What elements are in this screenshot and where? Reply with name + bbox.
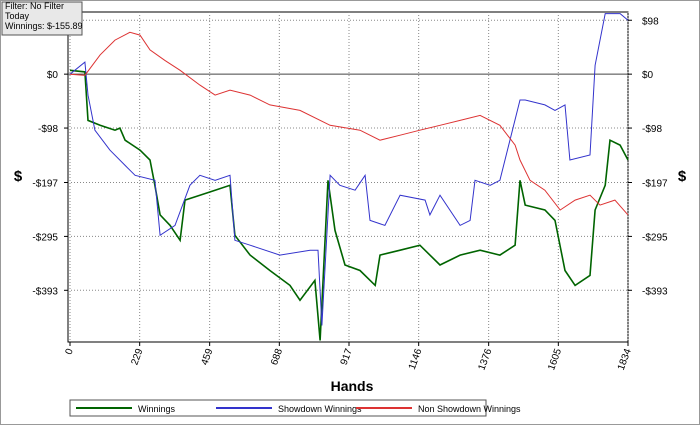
y-axis-label-right: $ — [678, 168, 687, 185]
y-tick-label-right: -$295 — [642, 232, 668, 243]
y-tick-label-right: -$98 — [642, 124, 662, 135]
info-text: Today — [5, 11, 30, 21]
series-line — [69, 69, 629, 341]
legend-label: Showdown Winnings — [278, 404, 362, 414]
info-box — [1, 1, 83, 36]
y-tick-label: -$98 — [38, 124, 58, 135]
y-tick-label: -$197 — [32, 179, 58, 190]
y-tick-label-right: -$197 — [642, 179, 668, 190]
y-axis-label: $ — [14, 168, 23, 185]
x-axis-label: Hands — [331, 378, 374, 394]
plot-area — [67, 11, 629, 343]
legend — [69, 399, 487, 417]
y-tick-label: -$295 — [32, 232, 58, 243]
y-tick-label: $0 — [47, 70, 59, 81]
legend-label: Winnings — [138, 404, 176, 414]
y-tick-label: -$393 — [32, 286, 58, 297]
legend-label: Non Showdown Winnings — [418, 404, 521, 414]
series-line — [69, 31, 629, 216]
info-text: Filter: No Filter — [5, 1, 64, 11]
y-tick-label-right: -$393 — [642, 286, 668, 297]
x-tick-label: 0 — [64, 347, 76, 356]
y-tick-label-right: $98 — [642, 16, 659, 27]
info-text: Winnings: $-155.89 — [5, 21, 83, 31]
series-line — [69, 13, 629, 326]
legend-items: Winnings Showdown Winnings Non Showdown Wi… — [76, 404, 521, 414]
y-tick-label-right: $0 — [642, 70, 654, 81]
